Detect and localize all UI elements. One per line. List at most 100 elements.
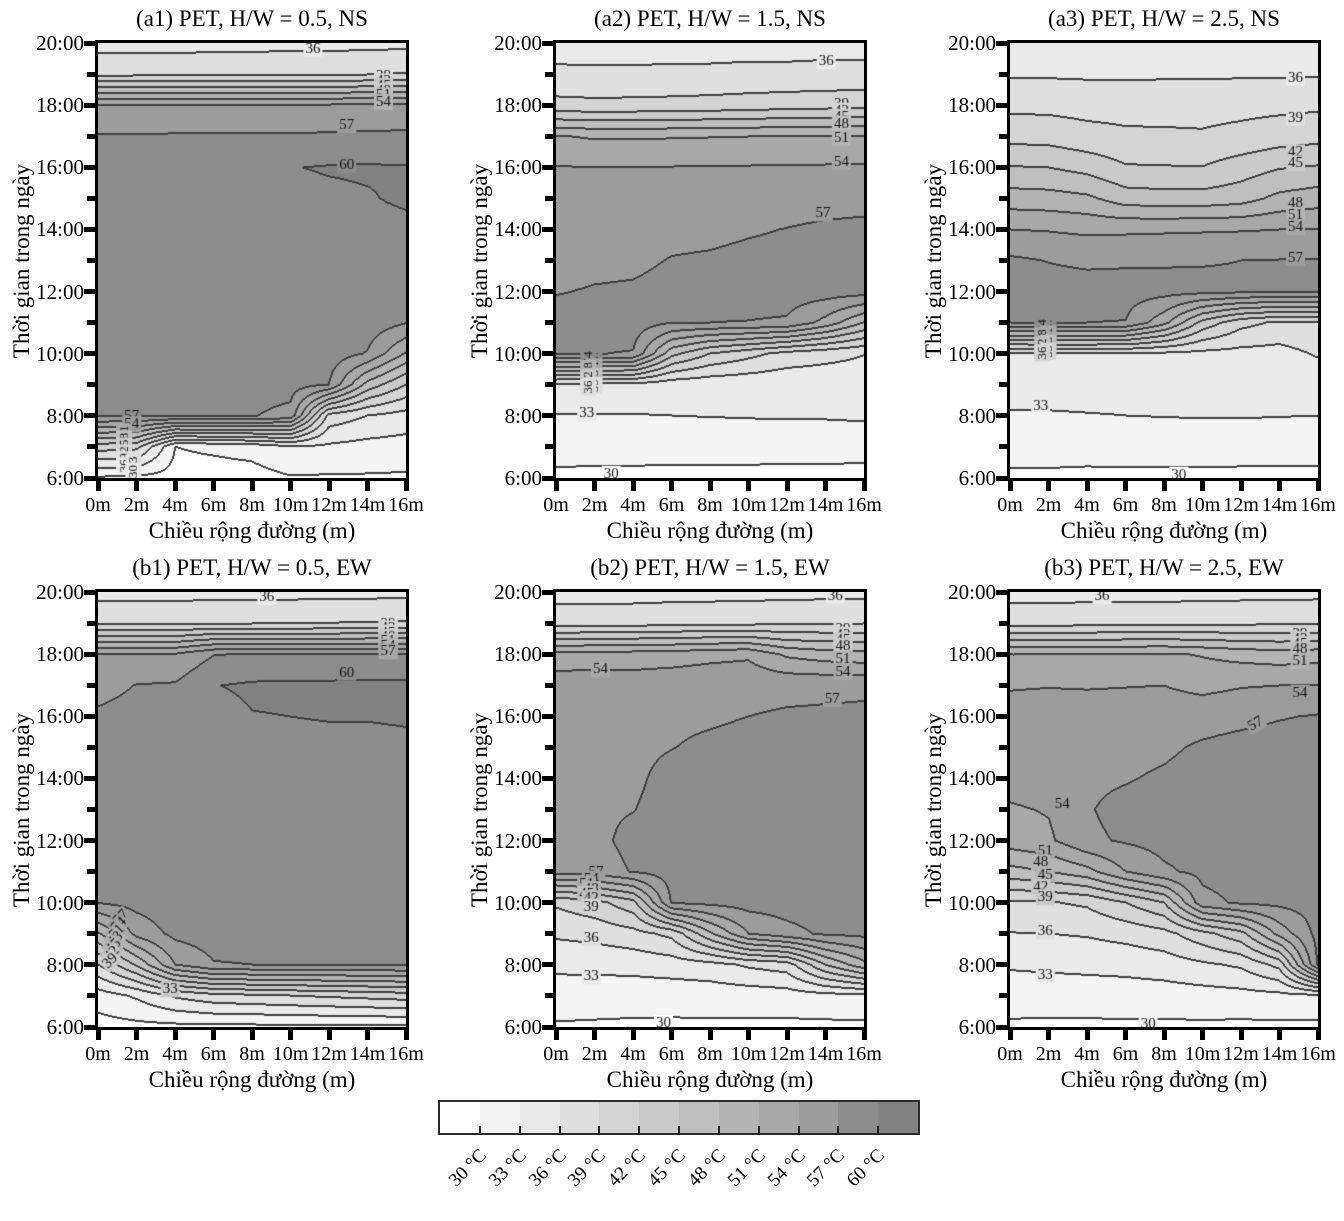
y-tick-label: 10:00	[494, 890, 542, 915]
x-axis-title: Chiều rộng đường (m)	[606, 1067, 814, 1092]
y-tick	[542, 102, 553, 108]
contour-plot-a3	[1010, 43, 1318, 478]
y-tick	[84, 475, 95, 481]
y-tick	[542, 40, 553, 46]
x-tick-label: 2m	[123, 1043, 150, 1065]
colorbar-segment	[519, 1102, 560, 1133]
y-tick	[545, 807, 553, 812]
y-tick	[545, 744, 553, 750]
y-tick	[999, 71, 1007, 77]
x-tick	[592, 1030, 597, 1040]
y-tick	[87, 320, 95, 326]
y-tick	[542, 962, 553, 968]
x-tick	[1007, 481, 1013, 491]
y-tick	[996, 413, 1007, 419]
y-tick	[84, 413, 95, 419]
x-tick	[326, 1030, 332, 1040]
y-tick	[999, 133, 1007, 139]
x-tick-label: 0m	[85, 494, 111, 516]
y-tick	[84, 164, 95, 170]
x-tick-label: 14m	[349, 1043, 386, 1065]
y-tick	[542, 475, 553, 481]
x-tick-label: 0m	[997, 1043, 1023, 1065]
x-tick-label: 16m	[388, 494, 424, 516]
y-tick	[996, 475, 1007, 481]
x-tick	[746, 1030, 751, 1040]
y-tick-label: 14:00	[494, 217, 542, 242]
x-tick-label: 16m	[1300, 494, 1336, 516]
x-tick	[707, 481, 713, 491]
y-tick	[542, 351, 553, 357]
y-tick-label: 18:00	[494, 642, 542, 667]
y-tick	[84, 651, 95, 657]
y-tick	[87, 931, 95, 937]
y-tick-label: 8:00	[504, 952, 542, 977]
x-tick	[1007, 1030, 1013, 1040]
x-tick-label: 6m	[1112, 1043, 1139, 1065]
x-tick-label: 16m	[846, 494, 882, 516]
x-tick-label: 10m	[272, 1043, 309, 1065]
x-tick-label: 8m	[239, 494, 265, 516]
x-tick-label: 2m	[123, 494, 150, 516]
y-tick	[545, 382, 553, 388]
colorbar-tick	[717, 1126, 720, 1135]
x-tick	[249, 1030, 255, 1040]
y-tick-label: 16:00	[494, 155, 542, 180]
y-tick-label: 12:00	[36, 279, 84, 304]
colorbar-tick	[518, 1126, 521, 1135]
x-tick	[1161, 481, 1167, 491]
x-tick-label: 12m	[769, 1043, 805, 1065]
y-tick	[996, 40, 1007, 46]
y-tick	[87, 620, 95, 626]
y-tick-label: 6:00	[958, 466, 996, 490]
y-tick-label: 12:00	[494, 279, 542, 304]
y-axis-title: Thời gian trong ngày	[467, 712, 492, 907]
y-tick-label: 8:00	[46, 403, 84, 428]
x-tick	[707, 1030, 713, 1040]
x-tick	[172, 1030, 178, 1040]
y-tick-label: 18:00	[948, 642, 996, 667]
y-tick	[87, 382, 95, 388]
x-tick-label: 6m	[1112, 494, 1139, 516]
x-tick-label: 4m	[1074, 1043, 1100, 1065]
contour-plot-b1	[98, 592, 406, 1027]
y-tick	[996, 713, 1007, 719]
y-tick-label: 10:00	[36, 890, 84, 915]
y-axis-title: Thời gian trong ngày	[467, 163, 492, 358]
y-tick-label: 10:00	[948, 890, 996, 915]
x-tick-label: 16m	[1300, 1043, 1336, 1065]
colorbar-segment	[679, 1102, 720, 1133]
y-tick-label: 8:00	[504, 403, 542, 428]
colorbar-segment	[440, 1102, 481, 1133]
x-tick	[630, 481, 636, 491]
y-tick	[84, 838, 95, 844]
x-axis-title: Chiều rộng đường (m)	[148, 518, 356, 543]
x-tick	[1200, 481, 1205, 491]
y-tick	[87, 682, 95, 688]
colorbar-tick	[598, 1126, 601, 1135]
colorbar-segment	[599, 1102, 640, 1133]
x-tick-label: 14m	[1261, 494, 1298, 516]
y-tick	[999, 931, 1007, 937]
y-tick	[87, 133, 95, 139]
y-tick-label: 18:00	[36, 642, 84, 667]
y-tick-label: 14:00	[948, 217, 996, 242]
y-tick	[996, 900, 1007, 906]
x-tick-label: 14m	[807, 494, 844, 516]
x-tick	[1277, 481, 1282, 491]
y-tick	[545, 993, 553, 999]
x-tick	[592, 481, 597, 491]
y-tick-label: 20:00	[494, 580, 542, 604]
x-tick-label: 10m	[1184, 1043, 1221, 1065]
x-axis-title: Chiều rộng đường (m)	[1060, 1067, 1268, 1092]
x-tick	[172, 481, 178, 491]
x-tick	[95, 1030, 101, 1040]
y-tick	[996, 775, 1007, 781]
y-tick	[84, 351, 95, 357]
y-tick	[542, 589, 553, 595]
y-tick-label: 6:00	[46, 466, 84, 490]
x-tick	[1046, 1030, 1051, 1040]
y-tick	[999, 320, 1007, 326]
y-tick-label: 20:00	[36, 31, 84, 55]
colorbar-tick	[797, 1126, 800, 1135]
